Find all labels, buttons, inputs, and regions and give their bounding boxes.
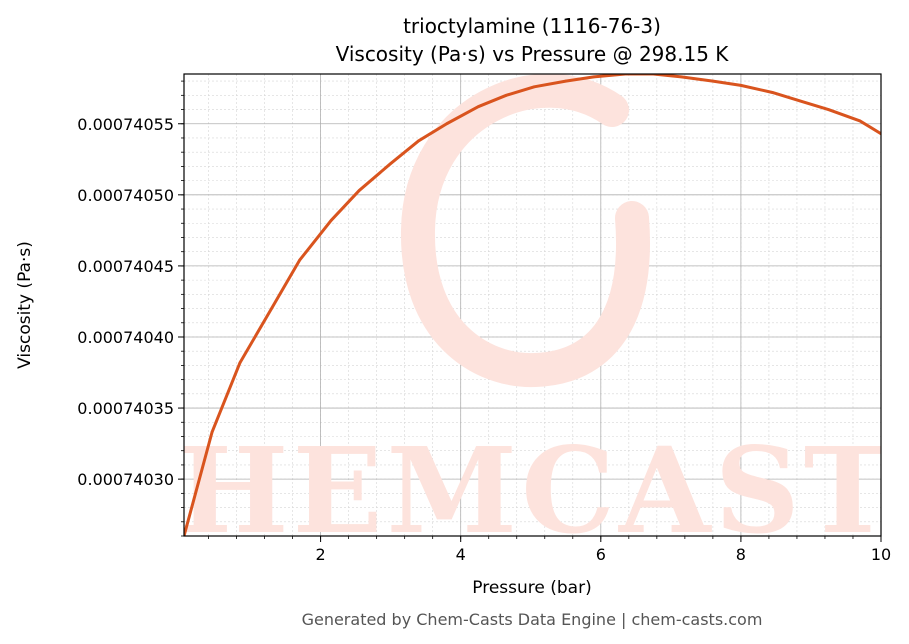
viscosity-data-point [739,84,743,87]
viscosity-data-point [532,85,536,89]
y-tick-label: 0.00074045 [77,257,174,276]
x-tick-label: 6 [596,545,606,564]
viscosity-data-point [445,122,448,126]
x-axis-label: Pressure (bar) [472,578,591,598]
x-tick-label: 2 [316,545,326,564]
y-tick-label: 0.00074055 [77,115,174,134]
viscosity-data-point [564,79,568,83]
y-tick-label: 0.00074035 [77,399,174,418]
major-grid [184,74,882,536]
viscosity-data-point [270,307,273,310]
x-tick-label: 4 [456,545,466,564]
viscosity-data-point [711,79,715,83]
watermark-swirl [400,74,650,388]
viscosity-data-point [799,99,802,103]
viscosity-data-point [858,119,862,123]
footer-credit: Generated by Chem-Casts Data Engine | ch… [302,610,763,629]
plot-frame [183,73,882,537]
viscosity-data-point [504,94,508,97]
y-axis-label: Viscosity (Pa·s) [15,241,35,369]
viscosity-data-point [329,219,333,222]
viscosity-data-point [476,105,480,108]
viscosity-data-point [389,162,392,165]
viscosity-data-point [417,139,420,143]
viscosity-data-point [238,361,242,364]
x-axis: 2 4 6 8 10 [208,536,891,564]
viscosity-data-point [210,430,214,434]
viscosity-data-point [298,258,301,262]
y-tick-label: 0.00074030 [77,470,174,489]
viscosity-data-point [827,108,830,111]
x-tick-label: 10 [871,545,891,564]
x-tick-label: 8 [736,545,746,564]
y-axis: 0.00074030 0.00074035 0.00074040 0.00074045… [77,80,184,537]
y-tick-label: 0.00074050 [77,186,174,205]
viscosity-data-point [592,75,596,79]
chart-title: trioctylamine (1116-76-3) [403,14,661,38]
viscosity-data-point [680,75,683,79]
y-tick-label: 0.00074040 [77,328,174,347]
watermark-logo: CHEMCASTS [79,74,909,560]
viscosity-data-point [357,189,361,192]
watermark-text: CHEMCASTS [79,421,909,560]
chart-subtitle: Viscosity (Pa·s) vs Pressure @ 298.15 K [336,42,730,66]
viscosity-data-point [771,91,774,94]
minor-grid [184,74,882,537]
